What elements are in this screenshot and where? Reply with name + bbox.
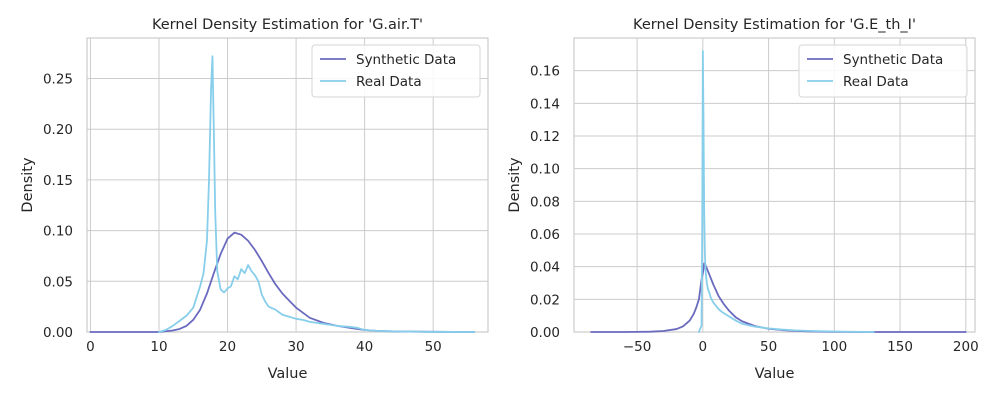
y-axis-label: Density [507,157,523,213]
x-tick-label: 200 [953,339,979,355]
y-tick-label: 0.16 [530,64,560,80]
y-tick-label: 0.10 [530,162,560,178]
y-tick-label: 0.02 [530,292,560,308]
series-line-real [158,55,476,333]
y-tick-label: 0.05 [43,274,73,290]
x-tick-label: 30 [287,339,304,355]
legend-label: Real Data [356,74,422,90]
legend-label: Synthetic Data [843,52,943,68]
y-tick-label: 0.06 [530,227,560,243]
y-tick-label: 0.12 [530,129,560,145]
x-axis-label: Value [268,366,308,382]
y-tick-label: 0.15 [43,173,73,189]
legend: Synthetic Data Real Data [311,44,481,98]
chart-left: 0 10 20 30 40 50 0.00 0.05 0.10 0.15 0.20 0.25 Kerne… [20,17,489,382]
y-tick-label: 0.00 [43,325,73,341]
x-tick-label: 10 [150,339,167,355]
y-tick-label: 0.04 [530,260,560,276]
chart-right: −50 0 50 100 150 200 0.00 0.02 0.04 0.06 0.08 0.10 0… [507,17,979,382]
legend-box [311,44,481,98]
y-tick-label: 0.10 [43,224,73,240]
x-tick-label: 20 [219,339,236,355]
x-tick-label: 50 [425,339,442,355]
plot-frame [86,37,489,333]
y-tick-label: 0.20 [43,122,73,138]
x-tick-label: 40 [356,339,373,355]
x-tick-label: 150 [887,339,913,355]
series-line-synthetic [590,262,967,333]
y-axis-label: Density [20,157,36,213]
legend-box [798,44,968,98]
y-tick-label: 0.25 [43,72,73,88]
y-tick-label: 0.08 [530,194,560,210]
series-line-synthetic [89,231,476,333]
chart-title: Kernel Density Estimation for 'G.E_th_I' [633,17,916,33]
x-tick-label: 100 [821,339,847,355]
x-tick-label: −50 [623,339,652,355]
x-axis-label: Value [755,366,795,382]
y-tick-label: 0.14 [530,96,560,112]
x-tick-label: 50 [760,339,777,355]
legend-label: Real Data [843,74,909,90]
legend-label: Synthetic Data [356,52,456,68]
series-line-real [698,50,875,333]
legend: Synthetic Data Real Data [798,44,968,98]
chart-title: Kernel Density Estimation for 'G.air.T' [152,17,423,33]
y-tick-label: 0.00 [530,325,560,341]
plot-frame [573,37,976,333]
x-tick-label: 0 [699,339,708,355]
x-tick-label: 0 [86,339,95,355]
